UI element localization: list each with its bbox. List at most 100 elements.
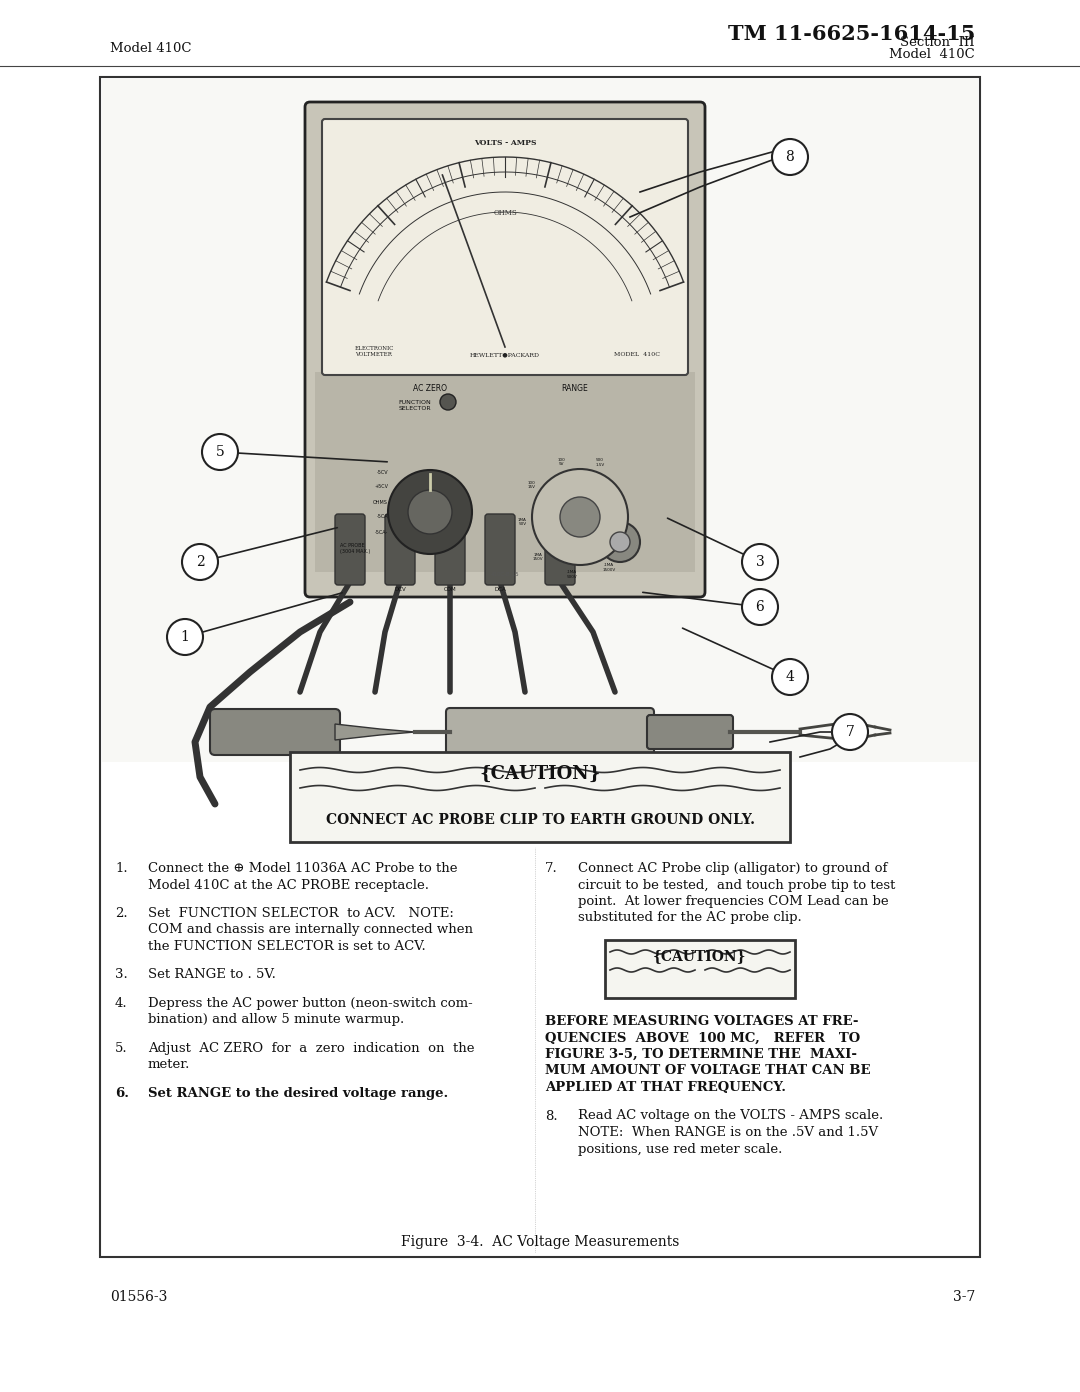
Text: AC ZERO: AC ZERO bbox=[413, 384, 447, 393]
Text: 100
5V: 100 5V bbox=[558, 458, 566, 466]
Circle shape bbox=[772, 139, 808, 175]
Circle shape bbox=[600, 522, 640, 562]
FancyBboxPatch shape bbox=[647, 715, 733, 749]
Text: -5CV: -5CV bbox=[376, 469, 388, 475]
Text: 4.: 4. bbox=[114, 997, 127, 1011]
Text: OHMS: OHMS bbox=[373, 500, 388, 504]
Text: 8: 8 bbox=[785, 150, 795, 164]
Text: 1: 1 bbox=[180, 631, 189, 644]
Text: substituted for the AC probe clip.: substituted for the AC probe clip. bbox=[578, 912, 801, 924]
Text: 3: 3 bbox=[756, 555, 765, 569]
Text: 410C-B-15: 410C-B-15 bbox=[490, 572, 519, 578]
Text: BEFORE MEASURING VOLTAGES AT FRE-: BEFORE MEASURING VOLTAGES AT FRE- bbox=[545, 1015, 859, 1029]
Text: 7.: 7. bbox=[545, 862, 557, 876]
FancyBboxPatch shape bbox=[384, 514, 415, 585]
Circle shape bbox=[408, 490, 453, 535]
Text: Model  410C: Model 410C bbox=[889, 49, 975, 61]
Text: DCA: DCA bbox=[495, 587, 505, 592]
Text: ELECTRONIC
VOLTMETER: ELECTRONIC VOLTMETER bbox=[355, 347, 394, 356]
Text: 1.: 1. bbox=[114, 862, 127, 876]
FancyBboxPatch shape bbox=[485, 514, 515, 585]
Text: VOLTS - AMPS: VOLTS - AMPS bbox=[474, 139, 537, 148]
Text: -5CA: -5CA bbox=[376, 515, 388, 519]
Text: MUM AMOUNT OF VOLTAGE THAT CAN BE: MUM AMOUNT OF VOLTAGE THAT CAN BE bbox=[545, 1065, 870, 1077]
Text: 7: 7 bbox=[846, 725, 854, 739]
Circle shape bbox=[388, 470, 472, 554]
Text: {CAUTION}: {CAUTION} bbox=[653, 949, 746, 963]
Text: Connect AC Probe clip (alligator) to ground of: Connect AC Probe clip (alligator) to gro… bbox=[578, 862, 888, 876]
FancyBboxPatch shape bbox=[435, 514, 465, 585]
Text: Depress the AC power button (neon-switch com-: Depress the AC power button (neon-switch… bbox=[148, 997, 473, 1011]
Text: COM and chassis are internally connected when: COM and chassis are internally connected… bbox=[148, 923, 473, 937]
Text: APPLIED AT THAT FREQUENCY.: APPLIED AT THAT FREQUENCY. bbox=[545, 1082, 786, 1094]
Text: QUENCIES  ABOVE  100 MC,   REFER   TO: QUENCIES ABOVE 100 MC, REFER TO bbox=[545, 1031, 861, 1044]
Text: meter.: meter. bbox=[148, 1058, 190, 1072]
Text: AC PROBE
(3004 MAX.): AC PROBE (3004 MAX.) bbox=[340, 543, 370, 554]
Text: {CAUTION}: {CAUTION} bbox=[480, 766, 600, 782]
Text: +5CV: +5CV bbox=[374, 484, 388, 490]
Circle shape bbox=[610, 532, 630, 553]
Bar bbox=[605, 940, 795, 998]
Circle shape bbox=[167, 619, 203, 656]
Text: 6: 6 bbox=[756, 600, 765, 614]
Text: 1MA
50V: 1MA 50V bbox=[517, 518, 527, 526]
Text: Model 410C at the AC PROBE receptacle.: Model 410C at the AC PROBE receptacle. bbox=[148, 878, 429, 891]
Text: Set RANGE to . 5V.: Set RANGE to . 5V. bbox=[148, 969, 275, 981]
Text: FUNCTION
SELECTOR: FUNCTION SELECTOR bbox=[399, 400, 431, 411]
Text: Adjust  AC ZERO  for  a  zero  indication  on  the: Adjust AC ZERO for a zero indication on … bbox=[148, 1043, 474, 1055]
Text: 100
15V: 100 15V bbox=[527, 480, 536, 490]
Text: 3-7: 3-7 bbox=[953, 1290, 975, 1304]
Circle shape bbox=[183, 544, 218, 580]
Text: RANGE: RANGE bbox=[562, 384, 589, 393]
Text: TM 11-6625-1614-15: TM 11-6625-1614-15 bbox=[728, 24, 975, 45]
Text: DCV: DCV bbox=[394, 587, 406, 592]
Bar bbox=[315, 372, 696, 572]
Circle shape bbox=[440, 394, 456, 411]
Text: 8.: 8. bbox=[545, 1109, 557, 1122]
Bar bbox=[100, 77, 980, 1257]
Text: OHMS: OHMS bbox=[494, 209, 517, 217]
FancyBboxPatch shape bbox=[322, 118, 688, 374]
Polygon shape bbox=[335, 724, 415, 741]
Text: CONNECT AC PROBE CLIP TO EARTH GROUND ONLY.: CONNECT AC PROBE CLIP TO EARTH GROUND ON… bbox=[325, 813, 755, 827]
Text: bination) and allow 5 minute warmup.: bination) and allow 5 minute warmup. bbox=[148, 1013, 404, 1026]
Text: Set RANGE to the desired voltage range.: Set RANGE to the desired voltage range. bbox=[148, 1087, 448, 1100]
Text: 2: 2 bbox=[195, 555, 204, 569]
Text: 6.: 6. bbox=[114, 1087, 129, 1100]
Text: HEWLETT●PACKARD: HEWLETT●PACKARD bbox=[470, 352, 540, 356]
Text: .1MA
500V: .1MA 500V bbox=[566, 571, 577, 579]
FancyBboxPatch shape bbox=[545, 514, 575, 585]
Text: Read AC voltage on the VOLTS - AMPS scale.: Read AC voltage on the VOLTS - AMPS scal… bbox=[578, 1109, 883, 1122]
Text: Section  III: Section III bbox=[901, 36, 975, 49]
FancyBboxPatch shape bbox=[210, 709, 340, 754]
Text: point.  At lower frequencies COM Lead can be: point. At lower frequencies COM Lead can… bbox=[578, 895, 889, 908]
FancyBboxPatch shape bbox=[305, 102, 705, 597]
FancyBboxPatch shape bbox=[446, 709, 654, 756]
Text: MODEL  410C: MODEL 410C bbox=[615, 352, 660, 356]
Text: NOTE:  When RANGE is on the .5V and 1.5V: NOTE: When RANGE is on the .5V and 1.5V bbox=[578, 1126, 878, 1139]
Text: circuit to be tested,  and touch probe tip to test: circuit to be tested, and touch probe ti… bbox=[578, 878, 895, 891]
Circle shape bbox=[202, 434, 238, 470]
Circle shape bbox=[832, 714, 868, 750]
Text: 1MA
150V: 1MA 150V bbox=[532, 553, 543, 561]
Text: 01556-3: 01556-3 bbox=[110, 1290, 167, 1304]
Text: 4: 4 bbox=[785, 670, 795, 683]
Circle shape bbox=[772, 658, 808, 695]
Text: -5CA-: -5CA- bbox=[375, 529, 388, 535]
Bar bbox=[291, 752, 789, 842]
Text: Model 410C: Model 410C bbox=[110, 43, 191, 56]
Text: 3.: 3. bbox=[114, 969, 127, 981]
Circle shape bbox=[742, 589, 778, 625]
Text: positions, use red meter scale.: positions, use red meter scale. bbox=[578, 1143, 782, 1155]
Text: the FUNCTION SELECTOR is set to ACV.: the FUNCTION SELECTOR is set to ACV. bbox=[148, 940, 426, 954]
Bar bbox=[102, 79, 978, 761]
Circle shape bbox=[742, 544, 778, 580]
Text: COM: COM bbox=[444, 587, 457, 592]
Circle shape bbox=[532, 469, 627, 565]
Text: Figure  3-4.  AC Voltage Measurements: Figure 3-4. AC Voltage Measurements bbox=[401, 1235, 679, 1249]
Text: FIGURE 3-5, TO DETERMINE THE  MAXI-: FIGURE 3-5, TO DETERMINE THE MAXI- bbox=[545, 1048, 858, 1061]
Text: 2.: 2. bbox=[114, 908, 127, 920]
Text: 5: 5 bbox=[216, 445, 225, 459]
Text: 500
1.5V: 500 1.5V bbox=[595, 458, 605, 466]
Text: 5.: 5. bbox=[114, 1043, 127, 1055]
